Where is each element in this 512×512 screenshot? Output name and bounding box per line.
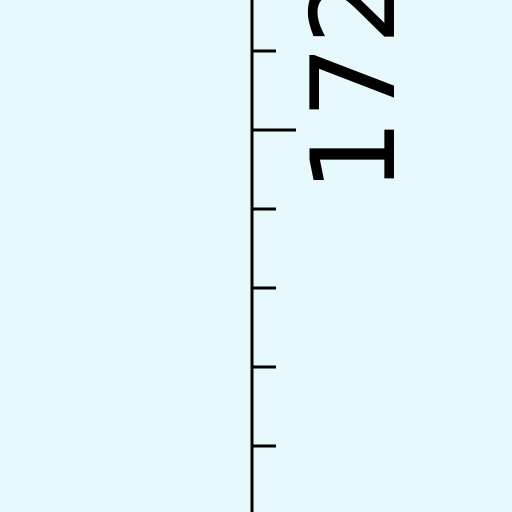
ruler-value-label: 172 <box>287 0 422 193</box>
